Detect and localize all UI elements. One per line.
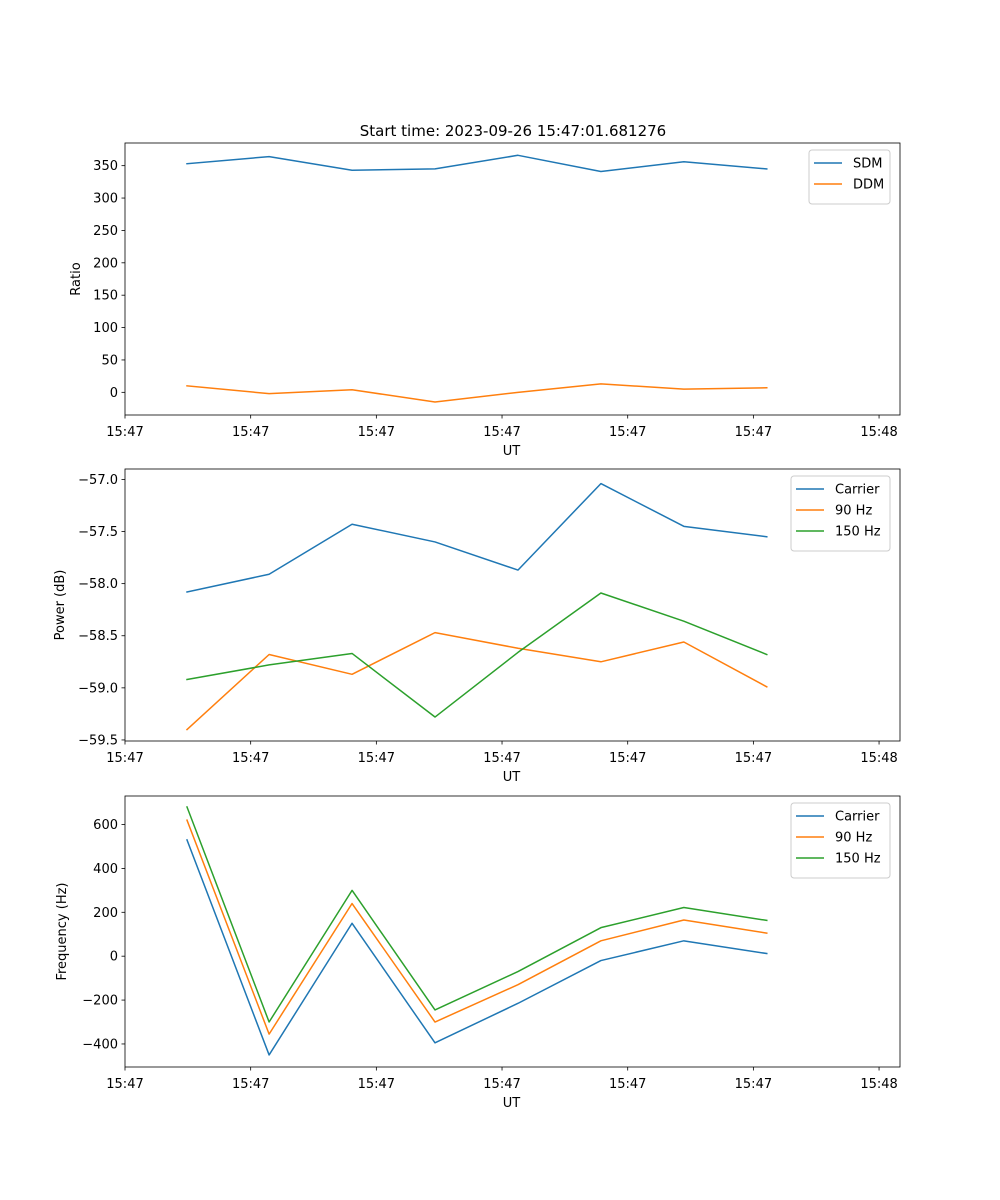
x-tick-label: 15:47 bbox=[106, 751, 143, 766]
figure-title: Start time: 2023-09-26 15:47:01.681276 bbox=[360, 122, 666, 140]
x-axis-label: UT bbox=[503, 1096, 521, 1111]
chart-panel-2: −59.5 −59.0 −58.5 −58.0 −57.5 −57.0 15:47 15:47… bbox=[53, 468, 901, 785]
chart-panel-1: 0 50 100 150 200 250 300 350 15:47 15:47 15:47 15:4… bbox=[69, 142, 901, 459]
x-tick-label: 15:47 bbox=[358, 425, 395, 440]
series-line-90-hz bbox=[186, 819, 768, 1035]
legend-label: 150 Hz bbox=[835, 525, 881, 540]
x-tick-label: 15:47 bbox=[735, 1077, 772, 1092]
y-tick-label: 200 bbox=[93, 256, 118, 271]
legend-label: 90 Hz bbox=[835, 831, 872, 846]
y-axis-label: Frequency (Hz) bbox=[55, 882, 70, 980]
y-tick-label: −59.0 bbox=[78, 681, 118, 696]
y-axis-label: Power (dB) bbox=[53, 570, 68, 641]
x-tick-label: 15:47 bbox=[609, 425, 646, 440]
chart-panel-3: −400 −200 0 200 400 600 15:47 15:47 15:47 15:47 15… bbox=[55, 795, 901, 1111]
x-tick-label: 15:47 bbox=[735, 751, 772, 766]
y-tick-label: −57.5 bbox=[78, 525, 118, 540]
y-tick-label: 250 bbox=[93, 224, 118, 239]
legend-label: Carrier bbox=[835, 810, 880, 825]
y-tick-label: 0 bbox=[110, 950, 118, 965]
y-tick-label: 300 bbox=[93, 192, 118, 207]
y-tick-label: −58.5 bbox=[78, 629, 118, 644]
y-tick-label: −57.0 bbox=[78, 473, 118, 488]
legend-label: SDM bbox=[853, 157, 882, 172]
legend: SDM DDM bbox=[808, 149, 891, 205]
x-axis-label: UT bbox=[503, 444, 521, 459]
y-tick-label: 50 bbox=[101, 353, 118, 368]
x-tick-label: 15:47 bbox=[358, 1077, 395, 1092]
x-axis-label: UT bbox=[503, 770, 521, 785]
series-line-150-hz bbox=[186, 592, 768, 718]
x-tick-label: 15:47 bbox=[232, 1077, 269, 1092]
x-tick-label: 15:47 bbox=[483, 751, 520, 766]
y-tick-label: 150 bbox=[93, 289, 118, 304]
axes-frame bbox=[124, 795, 901, 1068]
x-tick-label: 15:47 bbox=[483, 425, 520, 440]
y-tick-label: 350 bbox=[93, 159, 118, 174]
legend: Carrier 90 Hz 150 Hz bbox=[790, 475, 891, 552]
axes-frame bbox=[124, 468, 901, 742]
y-tick-label: 100 bbox=[93, 321, 118, 336]
x-tick-label: 15:47 bbox=[735, 425, 772, 440]
series-line-carrier bbox=[186, 838, 768, 1056]
x-tick-label: 15:47 bbox=[609, 1077, 646, 1092]
y-tick-label: 400 bbox=[93, 862, 118, 877]
legend-label: 150 Hz bbox=[835, 852, 881, 867]
y-tick-label: −59.5 bbox=[78, 733, 118, 748]
legend-box bbox=[790, 475, 891, 552]
x-tick-label: 15:47 bbox=[232, 751, 269, 766]
legend-label: DDM bbox=[853, 178, 884, 193]
series-line-carrier bbox=[186, 482, 768, 593]
x-tick-label: 15:48 bbox=[860, 751, 897, 766]
series-line-ddm bbox=[186, 383, 768, 403]
x-tick-label: 15:47 bbox=[106, 1077, 143, 1092]
y-tick-label: 200 bbox=[93, 906, 118, 921]
x-tick-label: 15:47 bbox=[358, 751, 395, 766]
y-tick-label: −58.0 bbox=[78, 577, 118, 592]
x-tick-label: 15:47 bbox=[609, 751, 646, 766]
y-tick-label: 600 bbox=[93, 818, 118, 833]
legend: Carrier 90 Hz 150 Hz bbox=[790, 802, 891, 879]
axes-frame bbox=[124, 142, 901, 416]
legend-label: 90 Hz bbox=[835, 504, 872, 519]
x-tick-label: 15:47 bbox=[232, 425, 269, 440]
y-tick-label: 0 bbox=[110, 386, 118, 401]
series-line-sdm bbox=[186, 154, 768, 173]
y-axis-label: Ratio bbox=[69, 262, 84, 295]
x-tick-label: 15:47 bbox=[483, 1077, 520, 1092]
x-tick-label: 15:48 bbox=[860, 425, 897, 440]
series-line-90-hz bbox=[185, 631, 768, 731]
y-tick-label: −200 bbox=[82, 994, 118, 1009]
legend-label: Carrier bbox=[835, 483, 880, 498]
y-tick-label: −400 bbox=[82, 1037, 118, 1052]
x-tick-label: 15:48 bbox=[860, 1077, 897, 1092]
series-line-150-hz bbox=[186, 806, 768, 1023]
legend-box bbox=[790, 802, 891, 879]
x-tick-label: 15:47 bbox=[106, 425, 143, 440]
